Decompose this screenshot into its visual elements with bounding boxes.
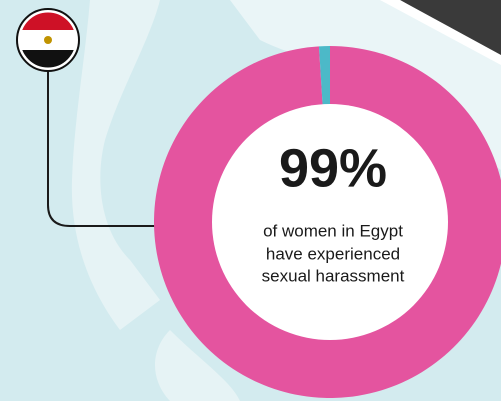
donut-hole — [212, 104, 448, 340]
corner-stripe — [380, 0, 501, 65]
caption-line: of women in Egypt — [263, 221, 403, 240]
big-value-label: 99% — [279, 138, 387, 198]
map-land — [155, 330, 240, 401]
map-land — [71, 0, 160, 330]
connector-line — [47, 70, 160, 227]
caption-line: sexual harassment — [262, 266, 405, 285]
caption-line: have experienced — [266, 244, 400, 263]
flag — [16, 8, 80, 72]
map-land — [230, 0, 501, 170]
